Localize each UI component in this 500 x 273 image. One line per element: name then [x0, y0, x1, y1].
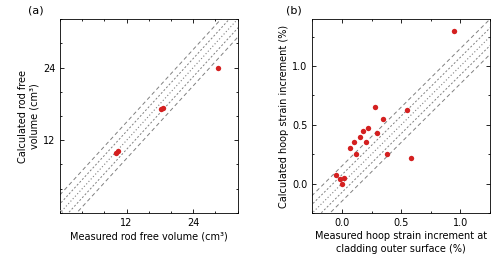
- Y-axis label: Calculated rod free
volume (cm³): Calculated rod free volume (cm³): [18, 70, 40, 162]
- Point: [406, 156, 414, 160]
- Point: [214, 65, 222, 70]
- Point: [362, 140, 370, 145]
- Point: [340, 176, 348, 180]
- Point: [336, 177, 344, 181]
- Point: [350, 140, 358, 145]
- Point: [346, 146, 354, 150]
- Point: [338, 181, 346, 186]
- Point: [158, 106, 166, 110]
- Point: [114, 149, 122, 153]
- Text: (a): (a): [28, 5, 44, 15]
- Point: [352, 152, 360, 156]
- Point: [56, 211, 64, 215]
- Point: [112, 151, 120, 155]
- Point: [403, 107, 411, 112]
- X-axis label: Measured hoop strain increment at
cladding outer surface (%): Measured hoop strain increment at claddi…: [315, 231, 487, 254]
- Point: [374, 131, 382, 135]
- Point: [157, 106, 165, 111]
- Point: [371, 105, 379, 109]
- Point: [383, 152, 391, 156]
- Point: [380, 117, 388, 121]
- Y-axis label: Calculated hoop strain increment (%): Calculated hoop strain increment (%): [280, 25, 289, 207]
- Point: [332, 173, 340, 177]
- Point: [450, 29, 458, 33]
- Point: [356, 134, 364, 139]
- X-axis label: Measured rod free volume (cm³): Measured rod free volume (cm³): [70, 232, 228, 242]
- Text: (b): (b): [286, 5, 302, 15]
- Point: [360, 129, 368, 133]
- Point: [364, 126, 372, 130]
